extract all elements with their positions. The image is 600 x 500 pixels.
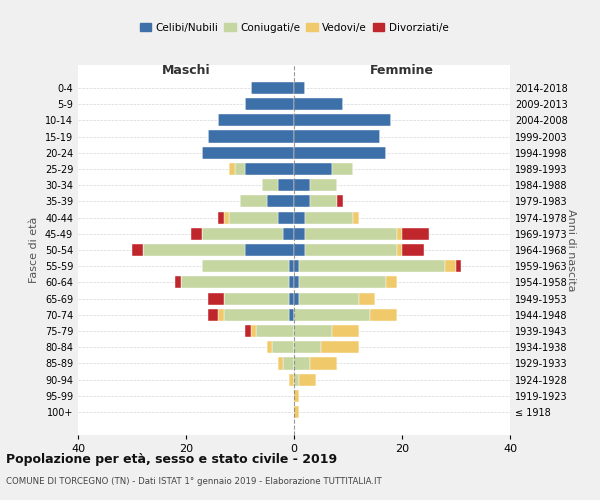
Bar xyxy=(224,292,289,304)
Bar xyxy=(445,260,456,272)
Bar xyxy=(299,292,359,304)
Bar xyxy=(294,82,305,94)
Bar xyxy=(229,212,278,224)
Bar xyxy=(256,325,294,337)
Bar xyxy=(294,98,343,110)
Bar xyxy=(310,358,337,370)
Bar xyxy=(321,341,359,353)
Bar xyxy=(294,146,386,159)
Bar xyxy=(272,341,294,353)
Bar xyxy=(397,228,402,240)
Bar xyxy=(283,358,294,370)
Bar xyxy=(294,390,299,402)
Bar xyxy=(402,244,424,256)
Bar xyxy=(229,163,235,175)
Bar xyxy=(245,163,294,175)
Bar xyxy=(278,179,294,191)
Bar xyxy=(294,309,370,321)
Bar xyxy=(294,325,332,337)
Bar xyxy=(305,228,397,240)
Bar xyxy=(310,179,337,191)
Bar xyxy=(278,358,283,370)
Bar xyxy=(294,228,305,240)
Y-axis label: Fasce di età: Fasce di età xyxy=(29,217,39,283)
Text: COMUNE DI TORCEGNO (TN) - Dati ISTAT 1° gennaio 2019 - Elaborazione TUTTITALIA.I: COMUNE DI TORCEGNO (TN) - Dati ISTAT 1° … xyxy=(6,478,382,486)
Bar xyxy=(224,212,229,224)
Bar xyxy=(245,325,251,337)
Bar xyxy=(289,276,294,288)
Text: Maschi: Maschi xyxy=(161,64,211,76)
Bar xyxy=(386,276,397,288)
Bar xyxy=(262,179,278,191)
Bar xyxy=(294,244,305,256)
Bar xyxy=(294,374,299,386)
Bar xyxy=(218,114,294,126)
Bar xyxy=(202,146,294,159)
Bar xyxy=(299,276,386,288)
Bar xyxy=(353,212,359,224)
Bar xyxy=(289,292,294,304)
Bar xyxy=(294,212,305,224)
Y-axis label: Anni di nascita: Anni di nascita xyxy=(566,209,576,291)
Bar xyxy=(294,163,332,175)
Bar xyxy=(294,358,310,370)
Bar xyxy=(305,244,397,256)
Bar xyxy=(267,196,294,207)
Bar xyxy=(191,228,202,240)
Bar xyxy=(294,292,299,304)
Bar xyxy=(218,309,224,321)
Bar xyxy=(294,114,391,126)
Bar xyxy=(202,228,283,240)
Bar xyxy=(332,325,359,337)
Bar xyxy=(397,244,402,256)
Text: Popolazione per età, sesso e stato civile - 2019: Popolazione per età, sesso e stato civil… xyxy=(6,452,337,466)
Bar xyxy=(224,309,289,321)
Bar xyxy=(132,244,143,256)
Bar xyxy=(294,130,380,142)
Bar xyxy=(289,374,294,386)
Bar xyxy=(294,276,299,288)
Bar xyxy=(337,196,343,207)
Bar xyxy=(294,406,299,418)
Bar xyxy=(332,163,353,175)
Bar xyxy=(251,325,256,337)
Bar xyxy=(240,196,267,207)
Bar xyxy=(294,260,299,272)
Bar xyxy=(370,309,397,321)
Bar xyxy=(299,260,445,272)
Bar xyxy=(294,179,310,191)
Bar xyxy=(283,228,294,240)
Bar xyxy=(143,244,245,256)
Bar xyxy=(218,212,224,224)
Bar xyxy=(294,341,321,353)
Bar xyxy=(235,163,245,175)
Bar xyxy=(278,212,294,224)
Bar xyxy=(251,82,294,94)
Bar xyxy=(181,276,289,288)
Bar xyxy=(402,228,429,240)
Bar xyxy=(289,309,294,321)
Bar xyxy=(208,292,224,304)
Bar xyxy=(208,130,294,142)
Bar xyxy=(299,374,316,386)
Bar xyxy=(359,292,375,304)
Bar xyxy=(305,212,353,224)
Bar xyxy=(208,309,218,321)
Bar xyxy=(245,98,294,110)
Bar xyxy=(267,341,272,353)
Bar xyxy=(456,260,461,272)
Bar xyxy=(310,196,337,207)
Bar xyxy=(289,260,294,272)
Bar xyxy=(245,244,294,256)
Bar xyxy=(175,276,181,288)
Bar xyxy=(294,196,310,207)
Legend: Celibi/Nubili, Coniugati/e, Vedovi/e, Divorziati/e: Celibi/Nubili, Coniugati/e, Vedovi/e, Di… xyxy=(136,18,452,36)
Text: Femmine: Femmine xyxy=(370,64,434,76)
Bar xyxy=(202,260,289,272)
